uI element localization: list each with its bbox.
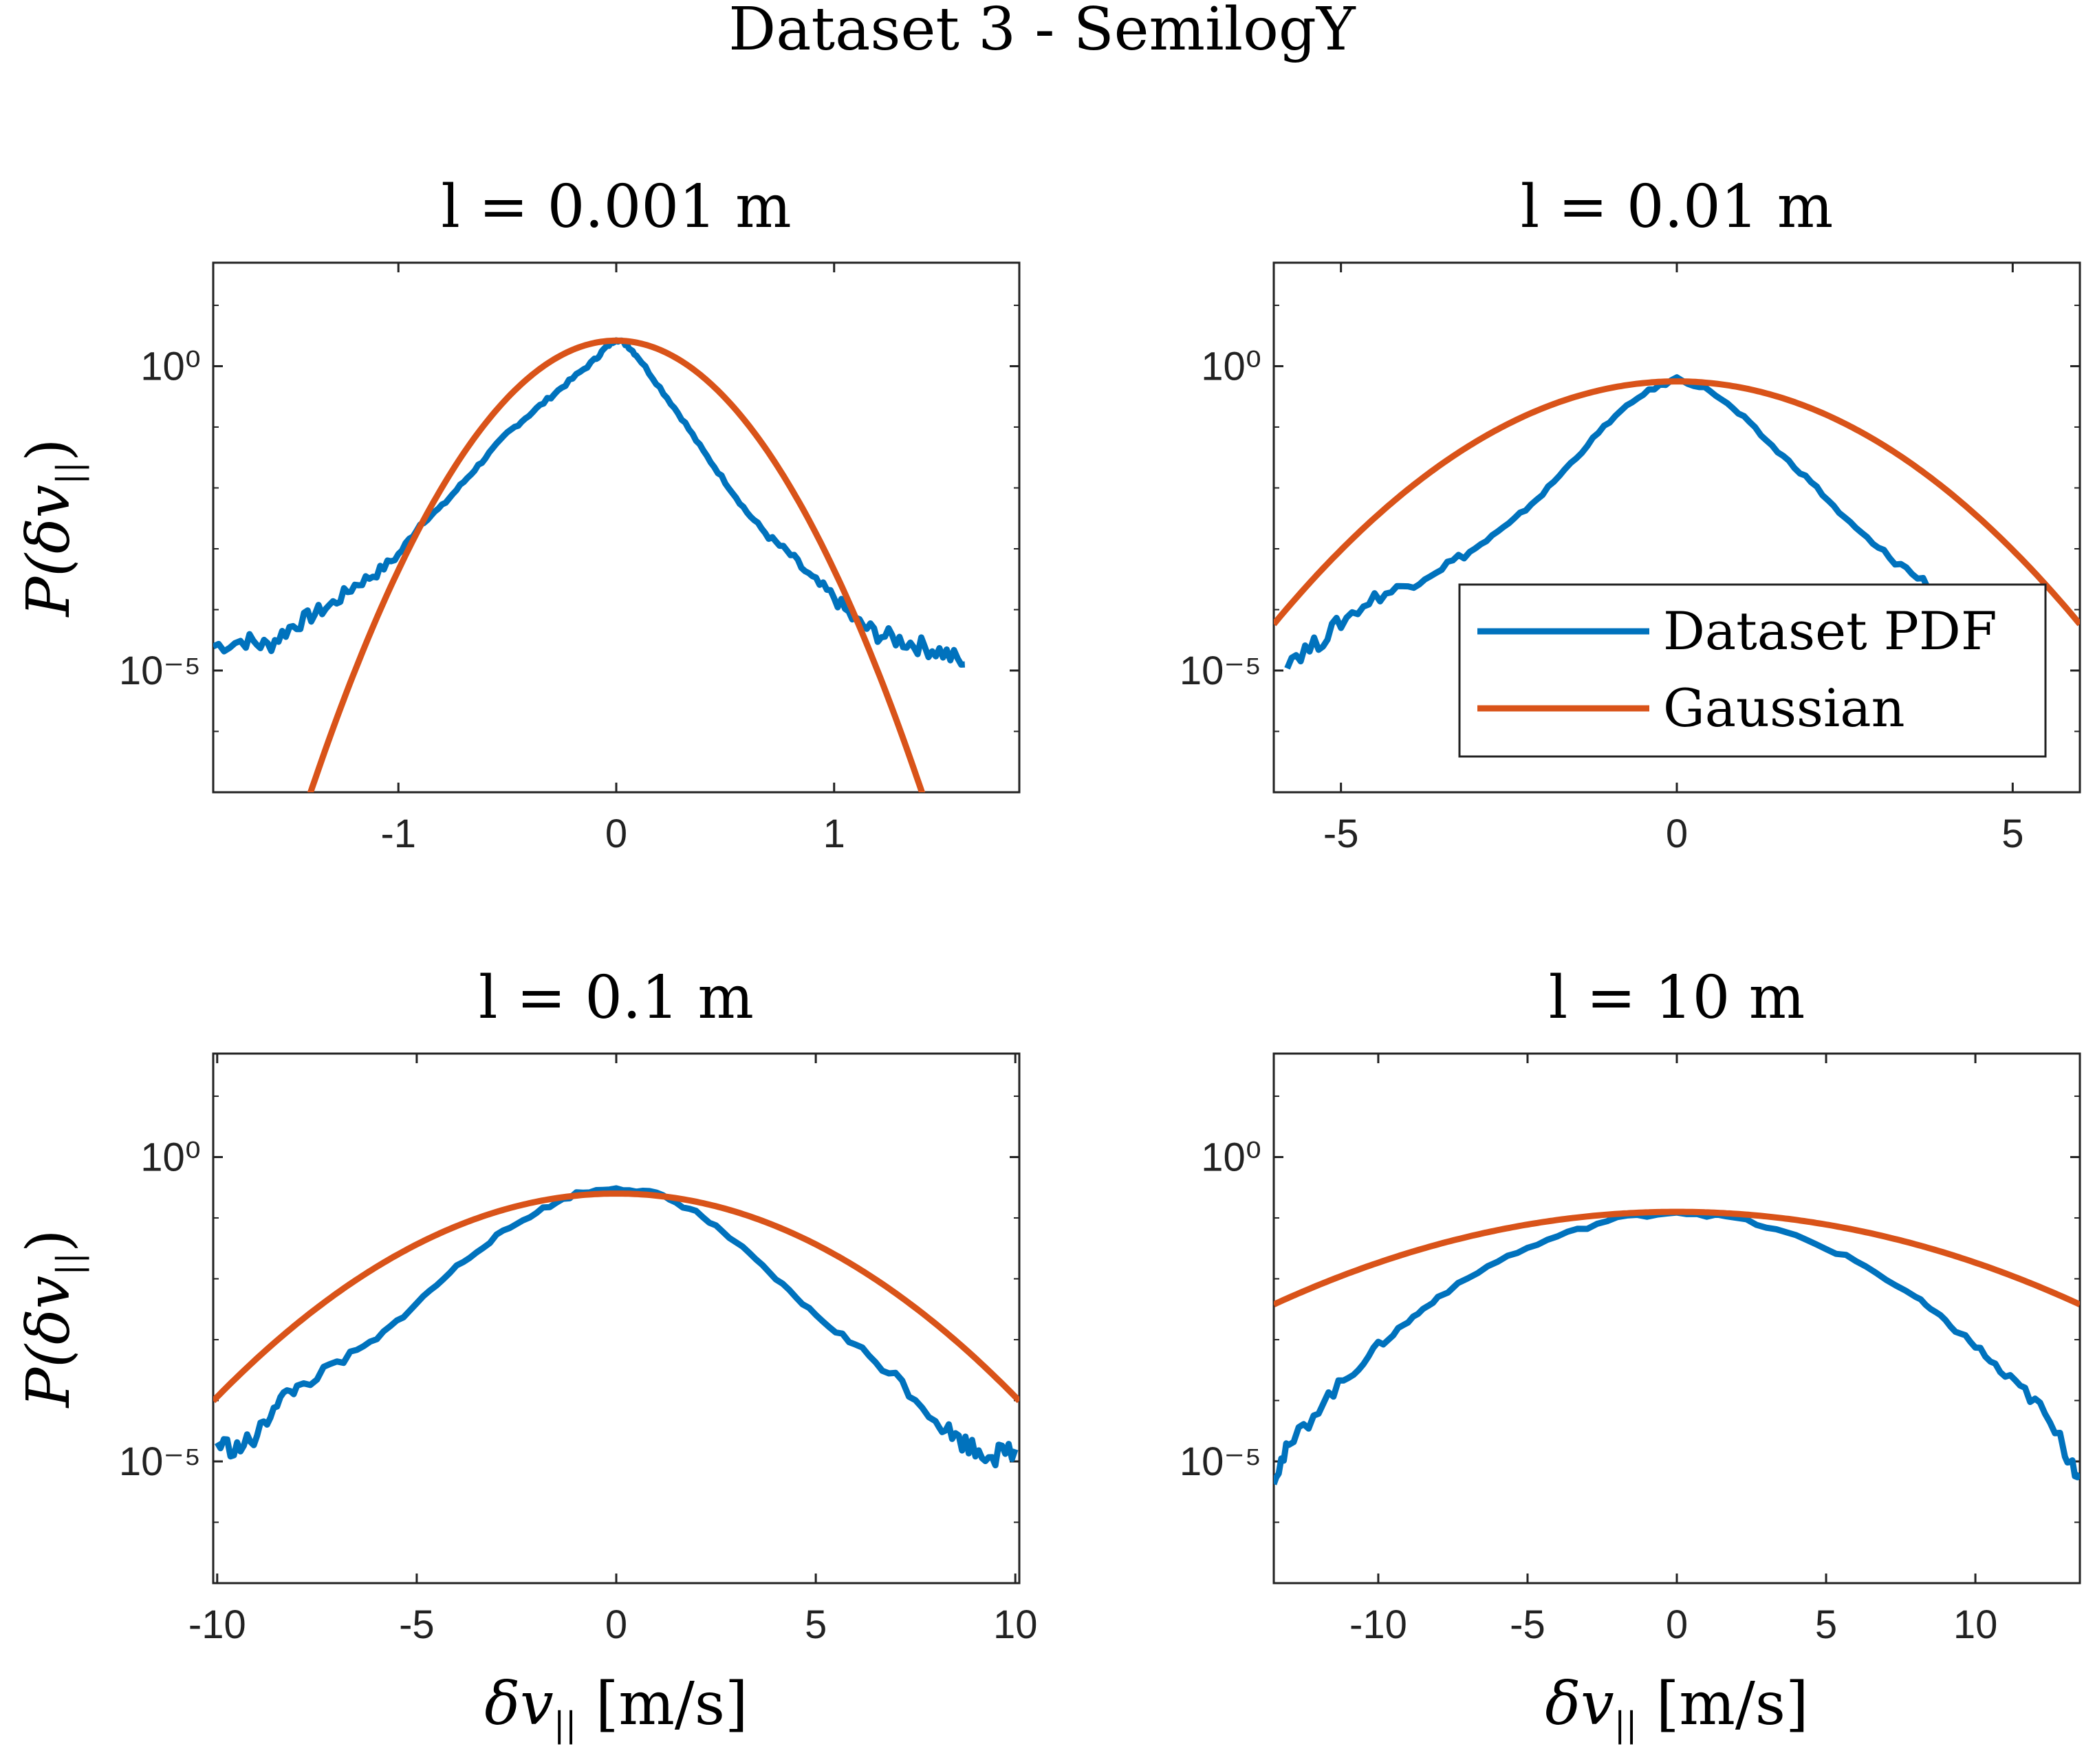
x-tick-label: 0 — [1666, 812, 1688, 856]
x-tick-label: 5 — [805, 1602, 827, 1647]
x-tick-label: 5 — [2001, 812, 2023, 856]
y-axis-label-close: ) — [14, 1229, 83, 1252]
y-tick-label: 10⁻⁵ — [119, 1439, 201, 1484]
x-axis-label-unit: [m/s] — [576, 1670, 748, 1739]
x-tick-label: 5 — [1815, 1602, 1837, 1647]
x-tick-label: -10 — [188, 1602, 246, 1647]
y-axis-label: P(δv||) — [14, 1229, 89, 1408]
y-axis-label-sub: || — [50, 461, 89, 485]
y-axis-label-sub: || — [50, 1252, 89, 1276]
panel-title-4: l = 10 m — [1549, 963, 1805, 1032]
y-tick-label: 10⁰ — [140, 344, 201, 389]
dataset-pdf-line — [214, 1185, 1019, 1469]
y-tick-label: 10⁻⁵ — [1180, 649, 1261, 693]
x-tick-label: -5 — [1510, 1602, 1545, 1647]
x-axis-label: δv|| [m/s] — [484, 1670, 748, 1745]
legend-box — [1458, 583, 2047, 758]
y-axis-label-main: P(δv — [14, 1276, 83, 1409]
x-tick-label: -5 — [1323, 812, 1359, 856]
x-tick-label: -5 — [399, 1602, 435, 1647]
x-tick-label: 10 — [1953, 1602, 1998, 1647]
x-tick-label: 0 — [605, 812, 627, 856]
x-tick-label: 1 — [823, 812, 845, 856]
panel-1: l = 0.001 m -1 0 1 10⁰ 10⁻⁵ P(δv||) — [14, 173, 1021, 856]
series-group — [213, 1185, 1019, 1469]
gaussian-line — [213, 1190, 1019, 1404]
x-axis-label-sub: || — [554, 1705, 577, 1745]
dataset-pdf-line — [213, 337, 966, 668]
panel-4: l = 10 m -10 -5 0 5 10 10⁰ 10⁻⁵ δv|| [m/s] — [1180, 963, 2081, 1745]
panel-title-2: l = 0.01 m — [1521, 173, 1834, 241]
y-tick-label: 10⁰ — [1201, 1135, 1261, 1179]
x-axis-label-main: δv — [1545, 1670, 1614, 1739]
gaussian-line — [1274, 1208, 2080, 1307]
x-axis-label-unit: [m/s] — [1637, 1670, 1808, 1739]
x-axis-label: δv|| [m/s] — [1545, 1670, 1808, 1745]
y-tick-label: 10⁰ — [140, 1135, 201, 1179]
panel-title-1: l = 0.001 m — [441, 173, 791, 241]
legend-label: Dataset PDF — [1663, 600, 1997, 662]
y-tick-label: 10⁰ — [1201, 344, 1261, 389]
x-axis-label-main: δv — [484, 1670, 553, 1739]
series-group — [1274, 374, 2080, 670]
legend-label: Gaussian — [1663, 677, 1905, 739]
y-tick-label: 10⁻⁵ — [1180, 1439, 1261, 1484]
plot-area-1 — [212, 261, 1021, 794]
gaussian-line — [1274, 378, 2080, 627]
x-tick-label: 0 — [605, 1602, 627, 1647]
x-tick-label: 10 — [993, 1602, 1038, 1647]
gaussian-line — [307, 337, 926, 792]
panel-2: l = 0.01 m -5 0 5 10⁰ 10⁻⁵ Dataset PDF Gaussian — [1180, 173, 2081, 856]
series-group — [213, 337, 966, 792]
plot-area-3 — [212, 1052, 1021, 1585]
x-tick-label: 0 — [1666, 1602, 1688, 1647]
y-tick-label: 10⁻⁵ — [119, 649, 201, 693]
figure-title: Dataset 3 - SemilogY — [728, 0, 1356, 64]
x-axis-label-sub: || — [1614, 1705, 1638, 1745]
y-axis-label: P(δv||) — [14, 438, 89, 618]
x-tick-label: -1 — [380, 812, 416, 856]
x-tick-label: -10 — [1349, 1602, 1407, 1647]
y-axis-label-main: P(δv — [14, 485, 83, 618]
y-axis-label-close: ) — [14, 438, 83, 461]
panel-title-3: l = 0.1 m — [479, 963, 754, 1032]
plot-area-4 — [1272, 1052, 2081, 1585]
legend: Dataset PDF Gaussian — [1458, 583, 2047, 758]
series-group — [1274, 1208, 2080, 1485]
